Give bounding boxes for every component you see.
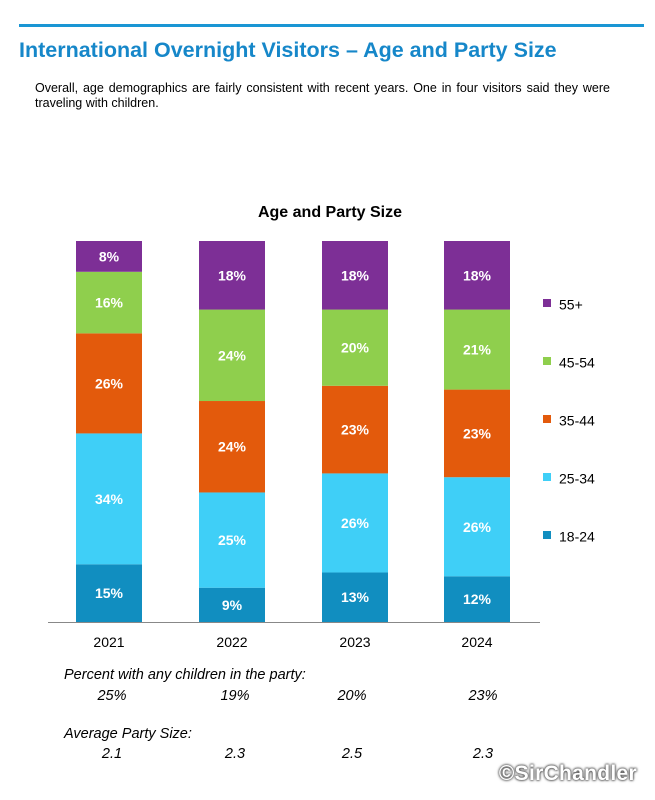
data-label-2021-35-44: 26% — [95, 375, 124, 391]
bar-segment-2022-18-24 — [199, 587, 265, 622]
intro-text: Overall, age demographics are fairly con… — [35, 81, 610, 110]
party-size-value-2022: 2.3 — [224, 746, 246, 762]
party-size-value-2024: 2.3 — [472, 746, 494, 762]
children-value-2022: 19% — [220, 688, 250, 704]
bar-segment-2023-35-44 — [322, 385, 388, 474]
bar-segment-2021-45-54 — [76, 271, 142, 334]
bar-segment-2022-25-34 — [199, 492, 265, 588]
bar-segment-2024-35-44 — [444, 389, 510, 478]
legend-item-55+: 55+ — [543, 295, 583, 315]
bar-segment-2024-18-24 — [444, 576, 510, 622]
data-label-2023-35-44: 23% — [341, 422, 370, 438]
data-label-2022-35-44: 24% — [218, 439, 247, 455]
x-tick-label-2022: 2022 — [216, 634, 247, 650]
children-value-2021: 25% — [97, 688, 127, 704]
watermark: ©SirChandler — [498, 762, 637, 785]
legend-item-35-44: 35-44 — [543, 411, 595, 431]
legend-swatch — [543, 357, 551, 366]
data-label-2021-45-54: 16% — [95, 295, 124, 311]
data-label-2024-35-44: 23% — [463, 425, 492, 441]
party-size-label: Average Party Size: — [64, 726, 192, 742]
party-size-value-2021: 2.1 — [101, 746, 123, 762]
data-label-2023-55+: 18% — [341, 267, 370, 283]
page-title: International Overnight Visitors – Age a… — [19, 38, 557, 62]
bar-segment-2023-45-54 — [322, 309, 388, 386]
legend-item-18-24: 18-24 — [543, 527, 595, 547]
data-label-2024-55+: 18% — [463, 267, 492, 283]
data-label-2022-45-54: 24% — [218, 347, 247, 363]
data-label-2021-25-34: 34% — [95, 491, 124, 507]
x-tick-label-2023: 2023 — [339, 634, 370, 650]
data-label-2023-18-24: 13% — [341, 589, 370, 605]
children-label: Percent with any children in the party: — [64, 667, 306, 683]
bar-segment-2022-45-54 — [199, 309, 265, 402]
bar-segment-2021-35-44 — [76, 333, 142, 434]
bar-segment-2022-35-44 — [199, 401, 265, 493]
bar-segment-2024-55+ — [444, 241, 510, 310]
data-label-2022-25-34: 25% — [218, 532, 247, 548]
data-label-2024-45-54: 21% — [463, 342, 492, 358]
legend-label: 45-54 — [559, 354, 595, 371]
bar-segment-2024-25-34 — [444, 477, 510, 577]
bar-segment-2023-55+ — [322, 241, 388, 310]
children-value-2023: 20% — [337, 688, 367, 704]
legend-label: 35-44 — [559, 412, 595, 429]
legend-label: 25-34 — [559, 470, 595, 487]
children-value-2024: 23% — [468, 688, 498, 704]
data-label-2021-18-24: 15% — [95, 585, 124, 601]
data-label-2024-25-34: 26% — [463, 519, 492, 535]
legend-swatch — [543, 531, 551, 540]
legend-swatch — [543, 299, 551, 308]
header-rule — [19, 24, 644, 27]
party-size-value-2023: 2.5 — [341, 746, 363, 762]
x-tick-label-2024: 2024 — [461, 634, 492, 650]
bar-segment-2024-45-54 — [444, 309, 510, 390]
legend-item-45-54: 45-54 — [543, 353, 595, 373]
legend-item-25-34: 25-34 — [543, 469, 595, 489]
bar-segment-2022-55+ — [199, 241, 265, 310]
data-label-2023-25-34: 26% — [341, 515, 370, 531]
data-label-2023-45-54: 20% — [341, 340, 370, 356]
bar-segment-2023-25-34 — [322, 473, 388, 573]
data-label-2022-18-24: 9% — [222, 597, 243, 613]
bar-segment-2021-18-24 — [76, 564, 142, 622]
bar-segment-2023-18-24 — [322, 572, 388, 622]
chart-title: Age and Party Size — [257, 204, 403, 221]
legend-swatch — [543, 415, 551, 424]
data-label-2021-55+: 8% — [99, 248, 120, 264]
x-tick-label-2021: 2021 — [93, 634, 124, 650]
data-label-2024-18-24: 12% — [463, 591, 492, 607]
bar-segment-2021-25-34 — [76, 433, 142, 565]
data-label-2022-55+: 18% — [218, 267, 247, 283]
legend-label: 55+ — [559, 296, 583, 313]
legend-label: 18-24 — [559, 528, 595, 545]
legend-swatch — [543, 473, 551, 482]
bar-segment-2021-55+ — [76, 241, 142, 272]
